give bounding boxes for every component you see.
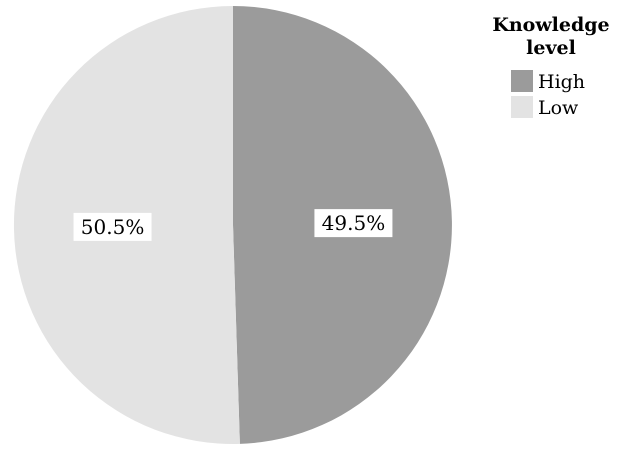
legend-title-line2: level — [526, 37, 576, 59]
slice-label-low: 50.5% — [73, 212, 152, 241]
legend-swatch-low — [511, 96, 533, 118]
slice-labels: 49.5% 50.5% — [73, 209, 393, 241]
legend: Knowledge level High Low — [492, 14, 609, 119]
legend-swatch-high — [511, 70, 533, 92]
slice-label-high: 49.5% — [314, 209, 393, 238]
slice-percent-text: 50.5% — [81, 215, 145, 239]
legend-label-high: High — [538, 71, 585, 93]
slice-percent-text: 49.5% — [322, 211, 386, 235]
legend-title-line1: Knowledge — [492, 14, 609, 36]
slice-label-background — [314, 209, 393, 238]
legend-label-low: Low — [538, 97, 579, 119]
legend-items: High Low — [511, 70, 585, 119]
slice-label-background — [73, 212, 152, 241]
